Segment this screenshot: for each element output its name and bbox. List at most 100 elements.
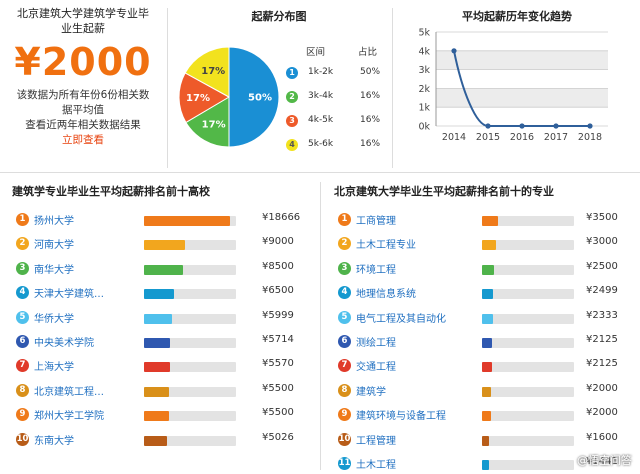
rank-badge: 3 bbox=[16, 261, 29, 275]
legend-share-header: 占比 bbox=[358, 47, 378, 58]
summary-heading: 北京建筑大学建筑学专业毕业生起薪 bbox=[17, 7, 149, 35]
ranking-row: 7 交通工程 ¥2125 bbox=[322, 354, 640, 378]
legend-range: 1k-2k bbox=[308, 67, 334, 77]
ranking-name-link[interactable]: 土木工程 bbox=[356, 460, 396, 471]
salary-bar-fill bbox=[482, 264, 494, 275]
ranking-name-link[interactable]: 交通工程 bbox=[356, 362, 396, 374]
trend-point-2018 bbox=[587, 123, 593, 129]
ranking-row: 6 测绘工程 ¥2125 bbox=[322, 330, 640, 354]
ranking-name-link[interactable]: 电气工程及其自动化 bbox=[356, 313, 446, 325]
salary-bar-track bbox=[144, 240, 236, 251]
ranking-row: 9 郑州大学工学院 ¥5500 bbox=[0, 403, 318, 427]
pie-slice-label-3: 17% bbox=[186, 93, 210, 104]
rank-badge: 3 bbox=[338, 261, 351, 275]
salary-bar-fill bbox=[144, 216, 230, 226]
salary-value: ¥2499 bbox=[586, 285, 618, 297]
distribution-title: 起薪分布图 bbox=[251, 10, 307, 23]
salary-value: ¥2125 bbox=[586, 334, 618, 345]
rank-badge: 11 bbox=[338, 457, 351, 470]
salary-value: ¥3000 bbox=[586, 236, 618, 248]
legend-row-4: 4 5k-6k 16% bbox=[282, 138, 388, 154]
salary-bar-fill bbox=[144, 313, 172, 324]
ranking-name-link[interactable]: 环境工程 bbox=[356, 264, 396, 276]
ranking-row: 4 天津大学建筑… ¥6500 bbox=[0, 281, 318, 305]
legend-range: 4k-5k bbox=[308, 115, 334, 125]
salary-bar-fill bbox=[482, 435, 490, 446]
ranking-name-link[interactable]: 河南大学 bbox=[34, 240, 74, 252]
ranking-name-link[interactable]: 华侨大学 bbox=[34, 313, 74, 325]
x-tick-label: 2014 bbox=[442, 132, 466, 143]
pie-slice-3 bbox=[178, 72, 231, 124]
trend-line-chart: 0k 1k 2k 3k 4k 5k 2014 2015 2016 2017 2018 bbox=[418, 28, 608, 143]
salary-bar-track bbox=[144, 435, 236, 446]
ranking-name-link[interactable]: 工程管理 bbox=[356, 435, 396, 447]
rank-badge: 7 bbox=[16, 359, 29, 373]
salary-bar-track bbox=[482, 460, 574, 470]
y-tick-label: 4k bbox=[418, 46, 430, 57]
ranking-name-link[interactable]: 天津大学建筑… bbox=[34, 289, 104, 301]
x-tick-label: 2017 bbox=[544, 132, 568, 143]
summary-note-line-1: 该数据为所有年份6份相关数据平均值 bbox=[16, 89, 150, 116]
y-tick-label: 5k bbox=[418, 28, 430, 39]
ranking-name-link[interactable]: 郑州大学工学院 bbox=[34, 411, 104, 423]
rank-badge: 6 bbox=[16, 335, 29, 348]
y-tick-label: 3k bbox=[418, 65, 430, 76]
salary-summary: 北京建筑大学建筑学专业毕业生起薪 ¥2000 该数据为所有年份6份相关数据平均值… bbox=[0, 0, 166, 170]
summary-note: 该数据为所有年份6份相关数据平均值 查看近两年相关数据结果 立即查看 bbox=[0, 84, 166, 148]
y-tick-label: 1k bbox=[418, 103, 430, 114]
rank-badge: 5 bbox=[338, 310, 351, 324]
ranking-row: 2 河南大学 ¥9000 bbox=[0, 232, 318, 256]
y-tick-label: 0k bbox=[418, 122, 430, 133]
salary-bar-fill bbox=[482, 411, 492, 422]
x-tick-label: 2015 bbox=[476, 132, 500, 143]
trend-point-2017 bbox=[553, 123, 559, 129]
salary-bar-fill bbox=[482, 386, 492, 397]
ranking-name-link[interactable]: 扬州大学 bbox=[34, 216, 74, 227]
ranking-name-link[interactable]: 工商管理 bbox=[356, 216, 396, 227]
trend-point-2014 bbox=[451, 48, 457, 54]
rank-badge: 10 bbox=[16, 432, 29, 446]
ranking-row: 3 环境工程 ¥2500 bbox=[322, 257, 640, 281]
ranking-name-link[interactable]: 中央美术学院 bbox=[34, 338, 94, 349]
view-now-link[interactable]: 立即查看 bbox=[62, 134, 104, 146]
salary-bar-track bbox=[482, 338, 574, 348]
rank-badge: 9 bbox=[338, 408, 351, 422]
rank-badge: 9 bbox=[16, 408, 29, 422]
pie-slice-1 bbox=[228, 46, 280, 148]
ranking-name-link[interactable]: 地理信息系统 bbox=[356, 289, 416, 301]
salary-bar-track bbox=[144, 338, 236, 348]
ranking-name-link[interactable]: 建筑学 bbox=[356, 386, 386, 398]
salary-value: ¥5500 bbox=[262, 382, 294, 394]
salary-value: ¥2125 bbox=[586, 358, 618, 370]
salary-value: ¥5570 bbox=[262, 358, 294, 370]
ranking-row: 1 工商管理 ¥3500 bbox=[322, 208, 640, 232]
ranking-row: 8 建筑学 ¥2000 bbox=[322, 379, 640, 403]
ranking-row: 7 上海大学 ¥5570 bbox=[0, 354, 318, 378]
ranking-name-link[interactable]: 南华大学 bbox=[34, 264, 74, 276]
salary-bar-track bbox=[144, 264, 236, 275]
ranking-name-link[interactable]: 测绘工程 bbox=[356, 338, 396, 349]
rank-badge: 2 bbox=[338, 237, 351, 251]
legend-number-badge: 4 bbox=[286, 139, 298, 151]
ranking-name-link[interactable]: 建筑环境与设备工程 bbox=[356, 411, 446, 423]
salary-value: ¥2000 bbox=[586, 382, 618, 394]
top-majors-ranking: 北京建筑大学毕业生平均起薪排名前十的专业 1 工商管理 ¥3500 2 土木工程专业 ¥3… bbox=[322, 176, 640, 474]
ranking-row: 2 土木工程专业 ¥3000 bbox=[322, 232, 640, 256]
summary-note-line-2: 查看近两年相关数据结果 bbox=[25, 119, 141, 131]
rank-badge: 8 bbox=[338, 383, 351, 397]
legend-share: 16% bbox=[360, 91, 381, 101]
salary-bar-fill bbox=[482, 338, 492, 348]
ranking-name-link[interactable]: 北京建筑工程… bbox=[34, 386, 104, 398]
ranking-name-link[interactable]: 上海大学 bbox=[34, 362, 74, 374]
salary-bar-fill bbox=[482, 216, 499, 226]
ranking-row: 11 土木工程 ¥1441 bbox=[322, 452, 640, 474]
ranking-name-link[interactable]: 东南大学 bbox=[34, 435, 74, 447]
salary-bar-fill bbox=[482, 460, 489, 470]
salary-bar-track bbox=[144, 216, 236, 226]
legend-number-badge: 2 bbox=[286, 91, 298, 103]
ranking-name-link[interactable]: 土木工程专业 bbox=[356, 240, 416, 252]
y-tick-label: 2k bbox=[418, 84, 430, 95]
universities-ranking-title: 建筑学专业毕业生平均起薪排名前十高校 bbox=[12, 185, 210, 198]
salary-bar-track bbox=[482, 386, 574, 397]
x-tick-label: 2016 bbox=[510, 132, 534, 143]
